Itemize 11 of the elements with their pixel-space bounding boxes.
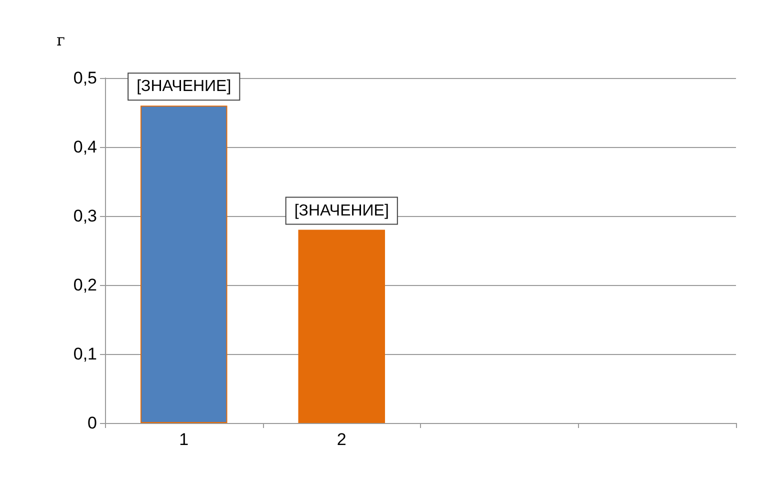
y-tick-label: 0,4 [73, 138, 97, 156]
x-tick-label: 2 [336, 430, 346, 449]
y-tick-label: 0,3 [73, 206, 97, 226]
y-tick-label: 0,1 [73, 344, 97, 364]
y-axis-title: г [56, 30, 65, 50]
x-tick-label: 1 [179, 430, 189, 449]
y-tick-label: 0,2 [73, 276, 97, 294]
y-tick-label: 0 [88, 414, 97, 432]
data-label: [ЗНАЧЕНИЕ] [136, 78, 232, 96]
y-tick-label: 0,5 [73, 68, 97, 88]
data-label: [ЗНАЧЕНИЕ] [294, 202, 389, 220]
